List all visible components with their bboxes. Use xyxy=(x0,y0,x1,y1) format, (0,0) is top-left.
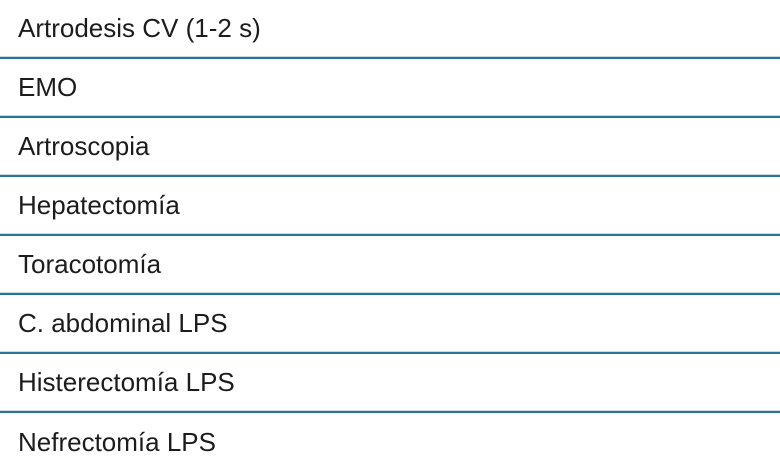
table-row: Nefrectomía LPS xyxy=(0,413,780,472)
procedure-label: Histerectomía LPS xyxy=(18,367,235,398)
table-row: C. abdominal LPS xyxy=(0,295,780,354)
table-row: Toracotomía xyxy=(0,236,780,295)
procedure-label: Toracotomía xyxy=(18,249,162,280)
table-row: EMO xyxy=(0,59,780,118)
procedure-label: Artroscopia xyxy=(18,131,150,162)
table-row: Histerectomía LPS xyxy=(0,354,780,413)
table-row: Artroscopia xyxy=(0,118,780,177)
procedure-label: EMO xyxy=(18,72,78,103)
table-row: Hepatectomía xyxy=(0,177,780,236)
procedure-label: Artrodesis CV (1-2 s) xyxy=(18,13,261,44)
procedure-label: C. abdominal LPS xyxy=(18,308,228,339)
procedure-label: Nefrectomía LPS xyxy=(18,427,216,458)
table-row: Artrodesis CV (1-2 s) xyxy=(0,0,780,59)
procedure-label: Hepatectomía xyxy=(18,190,180,221)
